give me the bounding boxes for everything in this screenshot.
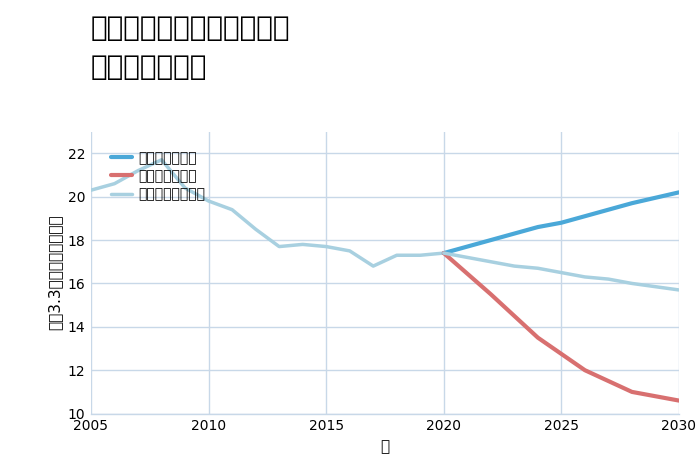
グッドシナリオ — [440, 250, 448, 256]
グッドシナリオ — [510, 231, 519, 236]
Text: 三重県松阪市嬉野島田町の
土地の価格推移: 三重県松阪市嬉野島田町の 土地の価格推移 — [91, 14, 290, 81]
ノーマルシナリオ — [440, 250, 448, 256]
ノーマルシナリオ — [557, 270, 566, 275]
グッドシナリオ — [581, 213, 589, 219]
Line: ノーマルシナリオ: ノーマルシナリオ — [444, 253, 679, 290]
バッドシナリオ — [533, 335, 542, 340]
ノーマルシナリオ — [486, 259, 495, 265]
X-axis label: 年: 年 — [380, 439, 390, 454]
Legend: グッドシナリオ, バッドシナリオ, ノーマルシナリオ: グッドシナリオ, バッドシナリオ, ノーマルシナリオ — [104, 144, 213, 208]
ノーマルシナリオ — [510, 263, 519, 269]
ノーマルシナリオ — [675, 287, 683, 293]
ノーマルシナリオ — [463, 255, 472, 260]
グッドシナリオ — [651, 195, 659, 201]
ノーマルシナリオ — [581, 274, 589, 280]
グッドシナリオ — [557, 220, 566, 226]
Line: グッドシナリオ: グッドシナリオ — [444, 192, 679, 253]
ノーマルシナリオ — [628, 281, 636, 286]
ノーマルシナリオ — [604, 276, 612, 282]
バッドシナリオ — [440, 250, 448, 256]
バッドシナリオ — [628, 389, 636, 395]
グッドシナリオ — [604, 207, 612, 212]
バッドシナリオ — [581, 368, 589, 373]
ノーマルシナリオ — [651, 284, 659, 290]
グッドシナリオ — [533, 224, 542, 230]
グッドシナリオ — [675, 189, 683, 195]
バッドシナリオ — [486, 291, 495, 297]
グッドシナリオ — [628, 200, 636, 206]
グッドシナリオ — [463, 244, 472, 250]
バッドシナリオ — [675, 398, 683, 403]
グッドシナリオ — [486, 237, 495, 243]
Y-axis label: 坪（3.3㎡）単価（万円）: 坪（3.3㎡）単価（万円） — [47, 215, 62, 330]
Line: バッドシナリオ: バッドシナリオ — [444, 253, 679, 400]
ノーマルシナリオ — [533, 266, 542, 271]
